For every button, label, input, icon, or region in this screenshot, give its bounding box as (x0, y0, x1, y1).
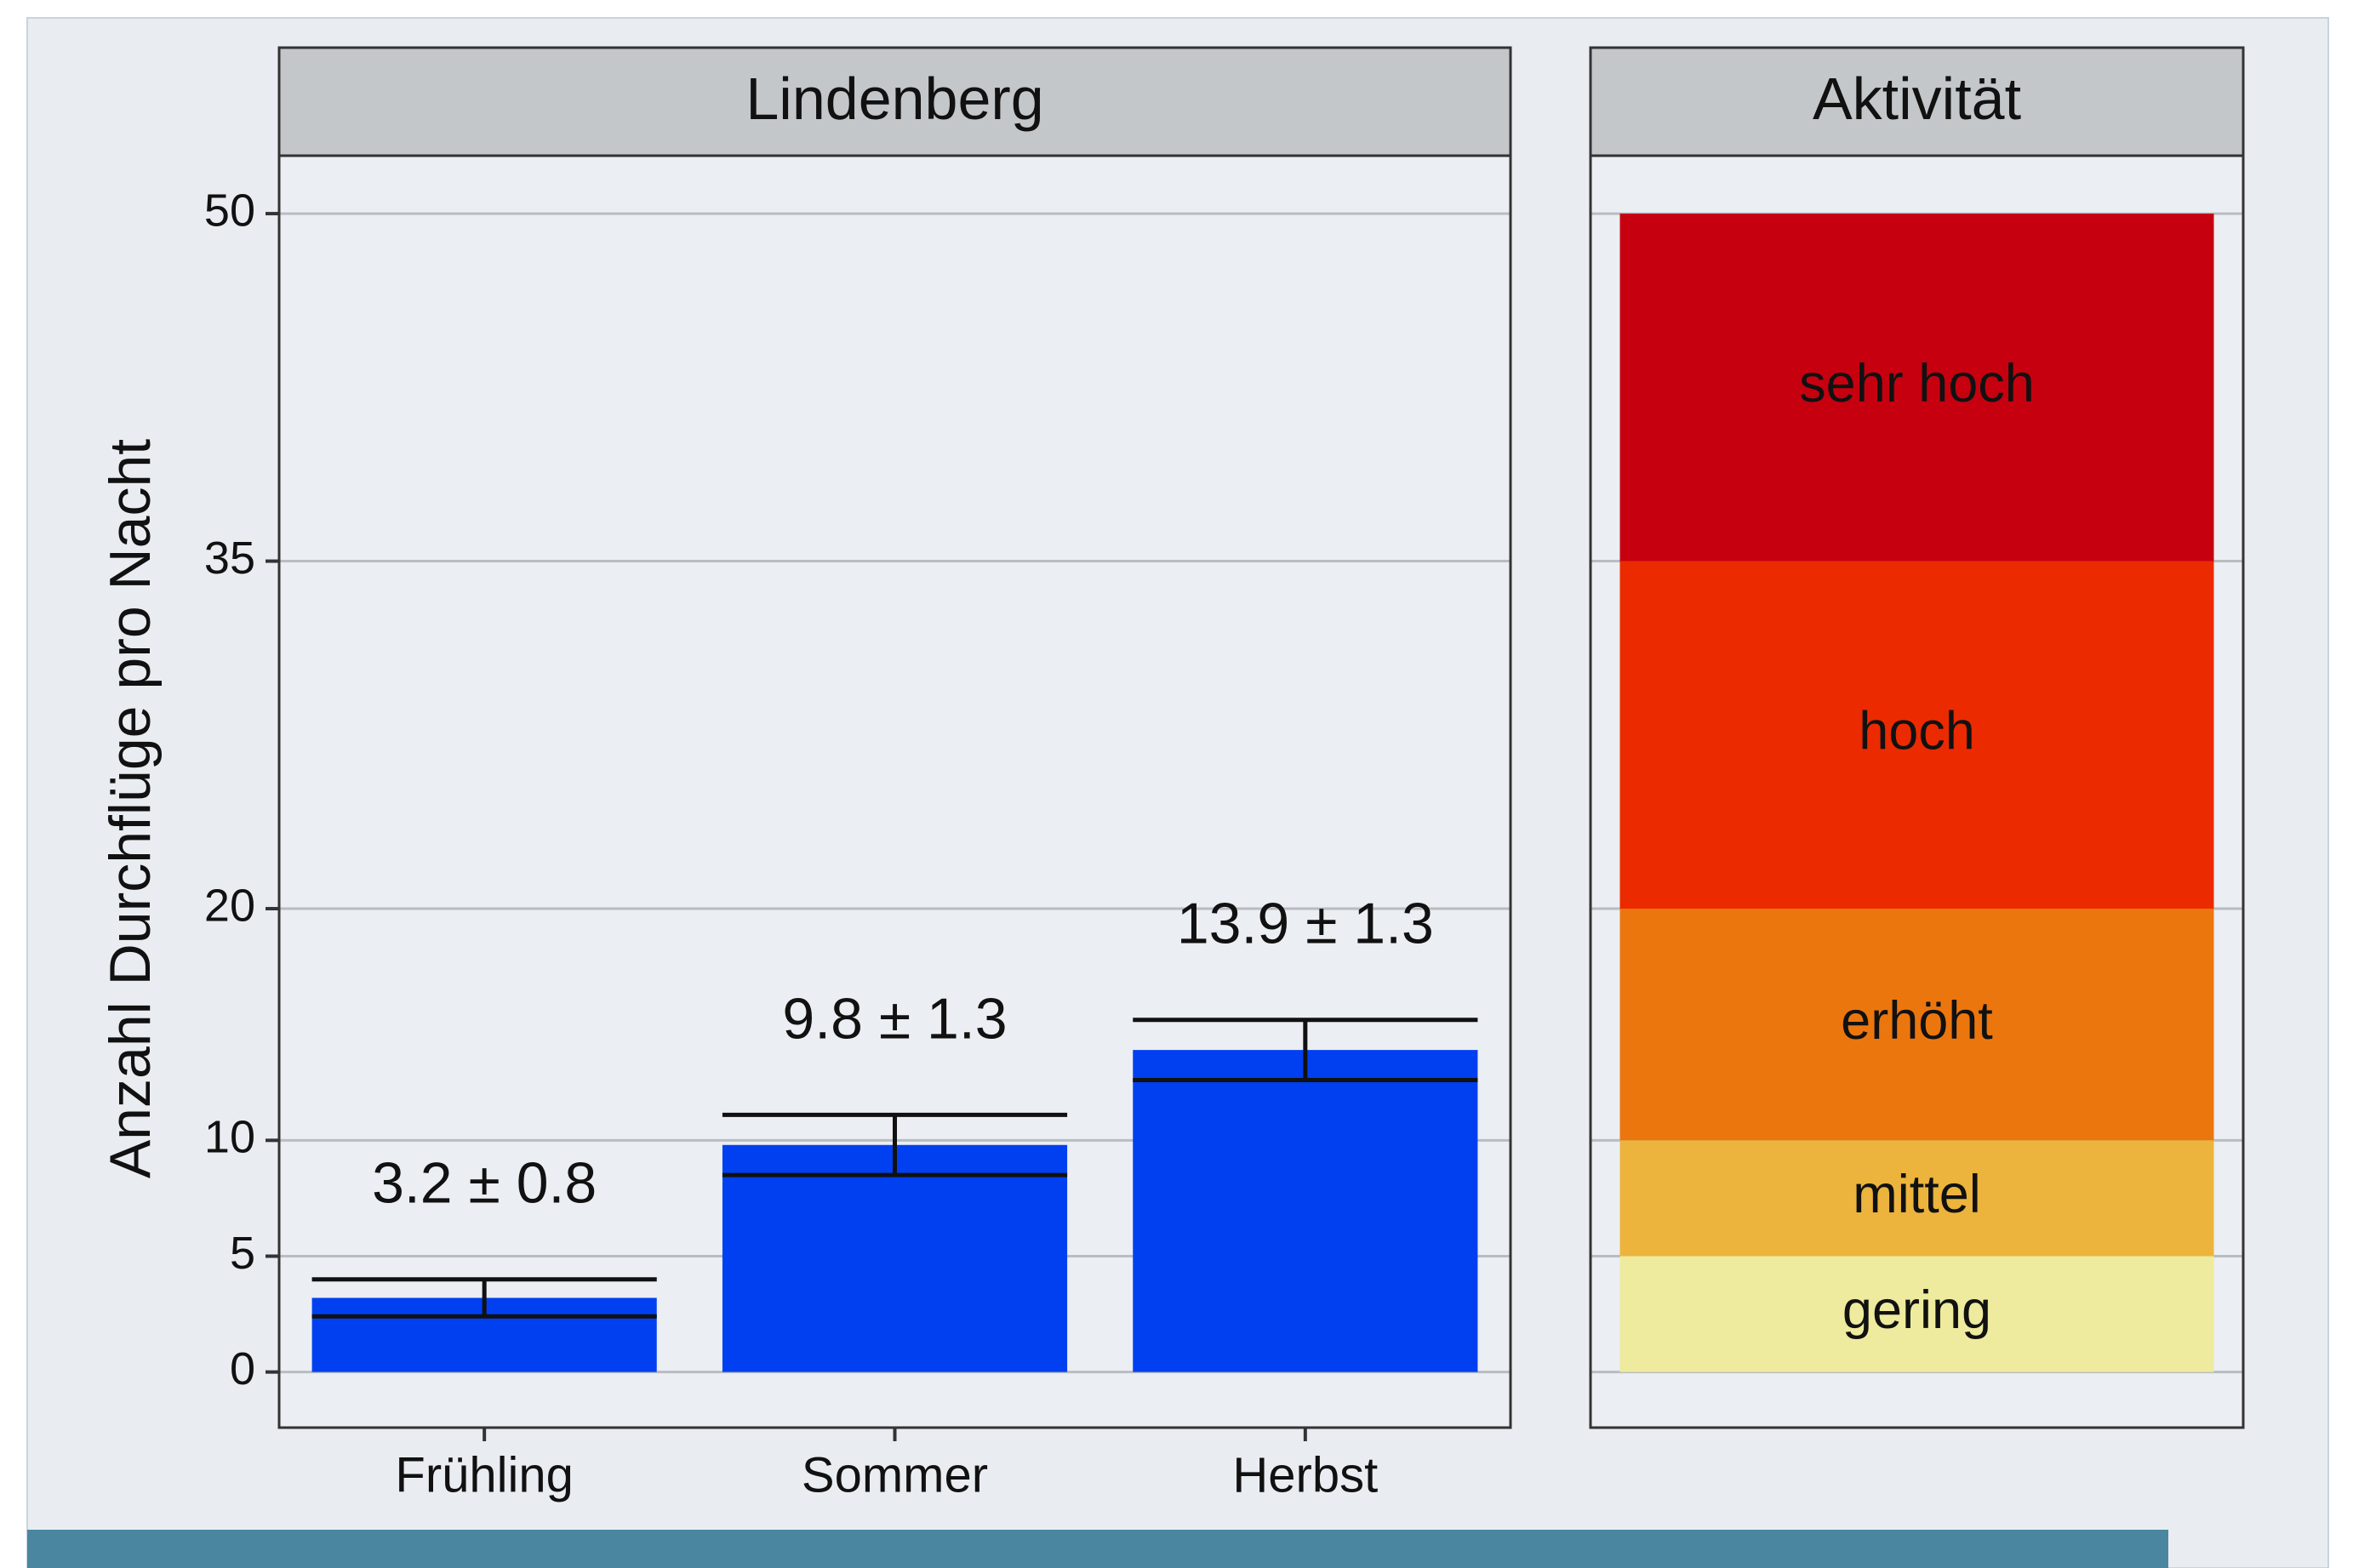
band-label: gering (1842, 1280, 1991, 1340)
activity-band (1619, 214, 2214, 562)
y-tick-label: 10 (204, 1112, 255, 1163)
strip (277, 46, 1512, 157)
band-label: erhöht (1841, 991, 1993, 1051)
y-tick-label: 0 (230, 1343, 255, 1394)
panel-border (277, 154, 1512, 1429)
x-tick-label: Frühling (395, 1447, 574, 1502)
bar (722, 1144, 1068, 1372)
x-tick-label: Sommer (802, 1447, 988, 1502)
bar (1133, 1050, 1478, 1372)
y-tick-label: 5 (230, 1228, 255, 1279)
panel-title: Aktivität (1813, 66, 2021, 132)
value-label: 3.2 ± 0.8 (372, 1151, 597, 1216)
y-tick-label: 35 (204, 533, 255, 584)
strip (1589, 46, 2245, 157)
band-label: mittel (1853, 1165, 1981, 1224)
activity-band (1619, 909, 2214, 1141)
y-axis-label: Anzahl Durchflüge pro Nacht (98, 439, 163, 1178)
value-label: 13.9 ± 1.3 (1177, 892, 1434, 956)
activity-band (1619, 1256, 2214, 1372)
band-label: hoch (1859, 701, 1975, 761)
value-label: 9.8 ± 1.3 (782, 986, 1007, 1051)
band-label: sehr hoch (1799, 354, 2035, 413)
y-tick-label: 50 (204, 185, 255, 236)
panel-title: Lindenberg (745, 66, 1043, 132)
panel-border (1589, 154, 2245, 1429)
y-tick-label: 20 (204, 880, 255, 931)
activity-band (1619, 561, 2214, 909)
footer-bar (27, 1530, 2168, 1568)
x-tick-label: Herbst (1232, 1447, 1378, 1502)
activity-band (1619, 1140, 2214, 1257)
